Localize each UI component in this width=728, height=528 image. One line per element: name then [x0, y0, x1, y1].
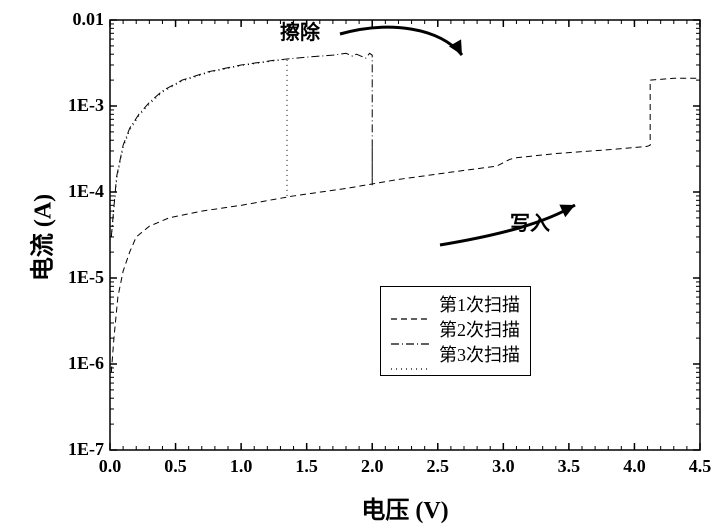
iv-curve-chart [0, 0, 728, 528]
legend-label: 第1次扫描 [439, 293, 520, 318]
x-tick-label: 2.0 [357, 456, 387, 477]
y-axis-label: 电流 (A) [23, 188, 58, 288]
y-tick-label: 0.01 [73, 9, 105, 30]
x-axis-label: 电压 (V) [110, 490, 700, 525]
erase-annotation: 擦除 [280, 16, 320, 45]
y-tick-label: 1E-4 [68, 181, 104, 202]
write-annotation: 写入 [510, 207, 550, 236]
legend-swatch [391, 355, 431, 356]
legend-swatch [391, 305, 431, 306]
x-tick-label: 1.0 [226, 456, 256, 477]
legend-label: 第3次扫描 [439, 343, 520, 368]
x-tick-label: 4.5 [685, 456, 715, 477]
x-tick-label: 3.5 [554, 456, 584, 477]
y-tick-label: 1E-3 [68, 95, 104, 116]
x-tick-label: 1.5 [292, 456, 322, 477]
y-tick-label: 1E-7 [68, 439, 104, 460]
legend-swatch [391, 330, 431, 331]
legend-box: 第1次扫描第2次扫描第3次扫描 [380, 286, 531, 376]
legend-label: 第2次扫描 [439, 318, 520, 343]
y-tick-label: 1E-5 [68, 267, 104, 288]
x-tick-label: 4.0 [619, 456, 649, 477]
x-tick-label: 3.0 [488, 456, 518, 477]
y-tick-label: 1E-6 [68, 353, 104, 374]
x-tick-label: 0.5 [161, 456, 191, 477]
chart-container: { "canvas": { "width": 728, "height": 52… [0, 0, 728, 528]
legend-item: 第1次扫描 [391, 293, 520, 318]
x-tick-label: 2.5 [423, 456, 453, 477]
